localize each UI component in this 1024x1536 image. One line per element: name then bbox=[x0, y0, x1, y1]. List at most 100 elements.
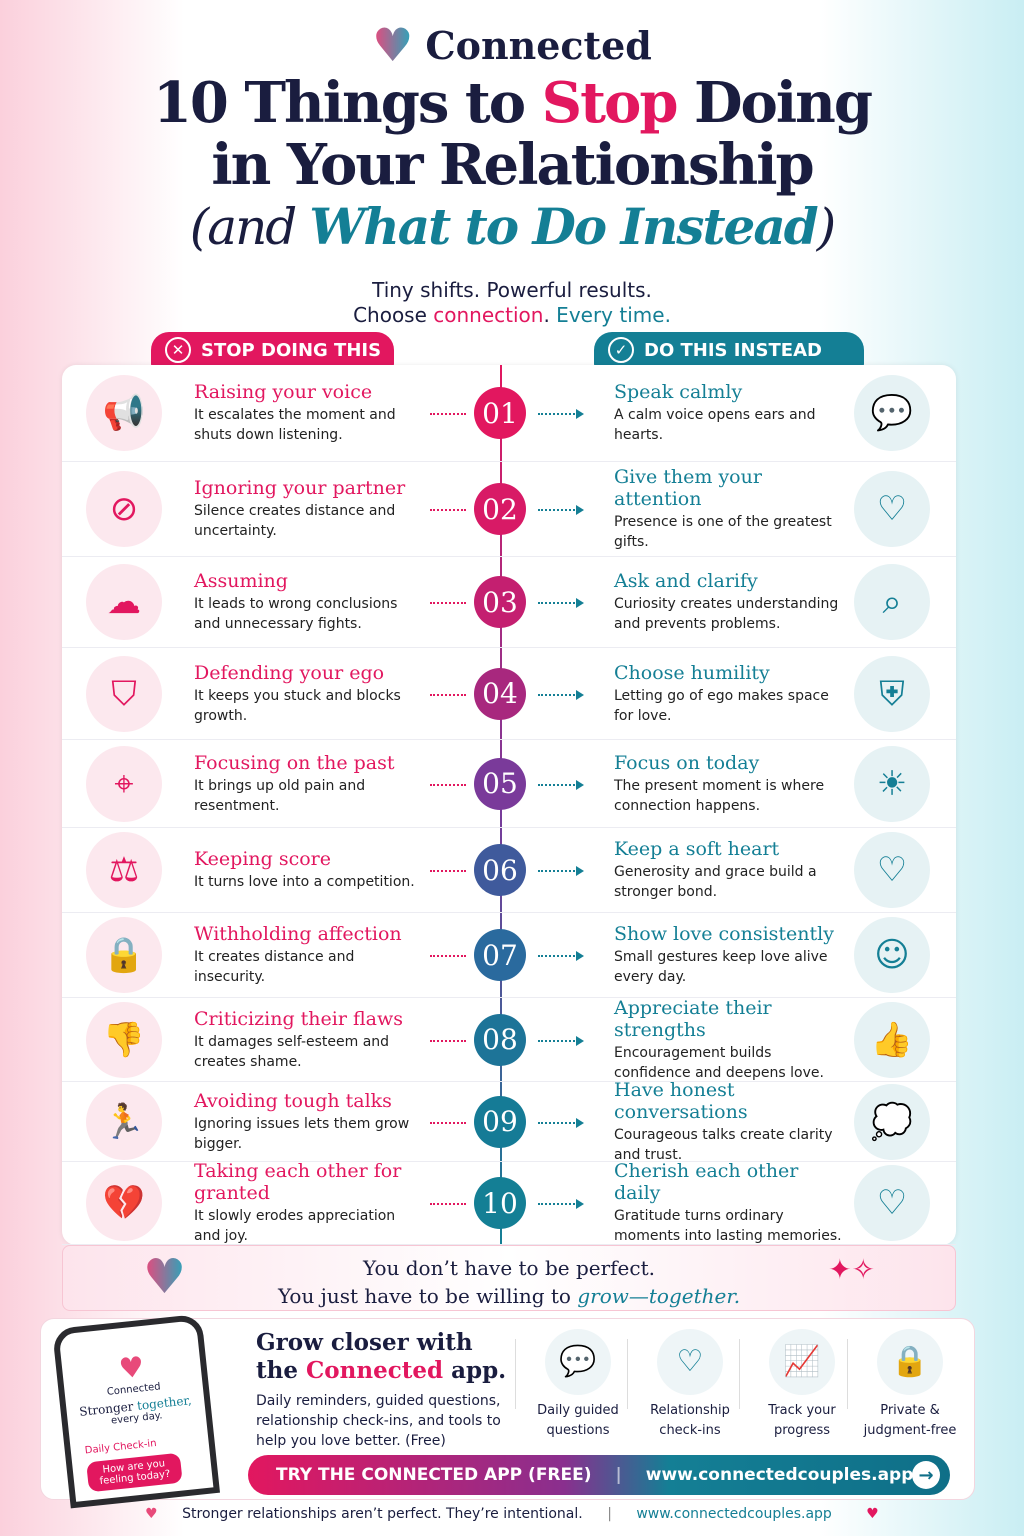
do-header-label: DO THIS INSTEAD bbox=[644, 339, 822, 361]
sparkle-icon: ✦✧ bbox=[828, 1253, 875, 1286]
do-title: Keep a soft heart bbox=[614, 838, 780, 860]
megaphone-icon: 📢 bbox=[86, 375, 162, 451]
heart-icon: ♡ bbox=[657, 1329, 723, 1395]
shield-icon: ⛉ bbox=[86, 655, 162, 732]
stop-desc: It damages self-esteem and creates shame… bbox=[194, 1033, 390, 1070]
try-app-button[interactable]: TRY THE CONNECTED APP (FREE) | www.conne… bbox=[248, 1455, 950, 1495]
stop-header: ✕ STOP DOING THIS bbox=[151, 332, 394, 368]
arrow-connector bbox=[538, 689, 584, 700]
do-desc: Presence is one of the greatest gifts. bbox=[614, 514, 832, 550]
app-title-part: Connected bbox=[306, 1357, 444, 1384]
brand-name: Connected bbox=[425, 22, 652, 68]
item-row: 🔒 Withholding affection It creates distan… bbox=[62, 913, 956, 998]
do-title: Choose humility bbox=[614, 661, 770, 684]
do-desc: Letting go of ego makes space for love. bbox=[614, 687, 829, 724]
do-header: ✓ DO THIS INSTEAD bbox=[594, 332, 864, 368]
quote-banner: ♥ You don’t have to be perfect. You just… bbox=[62, 1245, 956, 1311]
couple-heart-icon: ♡ bbox=[854, 471, 930, 547]
do-title: Give them your attention bbox=[614, 466, 762, 510]
app-description: Daily reminders, guided questions, relat… bbox=[256, 1393, 501, 1449]
stop-desc: It turns love into a competition. bbox=[194, 874, 415, 890]
footer-link[interactable]: www.connectedcouples.app bbox=[636, 1506, 832, 1522]
title-line2: in Your Relationship bbox=[211, 132, 814, 198]
do-desc: Curiosity creates understanding and prev… bbox=[614, 596, 839, 632]
item-number: 06 bbox=[474, 844, 526, 896]
dotted-connector bbox=[430, 693, 466, 696]
running-icon: 🏃 bbox=[86, 1083, 162, 1160]
subtitle-part: connection bbox=[433, 303, 544, 327]
stop-desc: It escalates the moment and shuts down l… bbox=[194, 407, 396, 443]
hands-heart-icon: ♡ bbox=[854, 832, 930, 908]
hug-icon: ☺ bbox=[854, 917, 930, 993]
item-row: ⚖ Keeping score It turns love into a comp… bbox=[62, 828, 956, 913]
stop-title: Assuming bbox=[194, 570, 288, 592]
stop-desc: It leads to wrong conclusions and unnece… bbox=[194, 596, 398, 632]
item-number: 03 bbox=[474, 576, 526, 628]
broken-heart-icon: 💔 bbox=[86, 1165, 162, 1241]
subtitle: Tiny shifts. Powerful results. Choose co… bbox=[0, 278, 1024, 328]
arrow-right-icon: → bbox=[912, 1461, 940, 1489]
magnifier-icon: ⌕ bbox=[854, 564, 930, 640]
heart-icon: ♥ bbox=[143, 1249, 187, 1305]
feature-item: 📈 Track your progress bbox=[747, 1329, 857, 1441]
heart-logo-icon: ♥ bbox=[145, 1506, 158, 1522]
x-circle-icon: ✕ bbox=[165, 337, 191, 363]
do-desc: Small gestures keep love alive every day… bbox=[614, 949, 828, 985]
thumbs-up-icon: 👍 bbox=[854, 1001, 930, 1078]
do-title: Ask and clarify bbox=[614, 570, 758, 592]
arrow-connector bbox=[538, 779, 584, 790]
do-title: Cherish each other daily bbox=[614, 1160, 799, 1204]
phone-checkin: Daily Check-in bbox=[84, 1438, 158, 1457]
heart-icon: ♥ bbox=[866, 1506, 879, 1522]
divider bbox=[515, 1339, 516, 1409]
divider bbox=[847, 1339, 848, 1409]
item-row: 🏃 Avoiding tough talks Ignoring issues le… bbox=[62, 1078, 956, 1163]
subtitle-part: Every time. bbox=[549, 303, 671, 327]
dotted-connector bbox=[430, 413, 466, 415]
check-circle-icon: ✓ bbox=[608, 337, 634, 363]
do-title: Show love consistently bbox=[614, 923, 834, 945]
dotted-connector bbox=[430, 955, 466, 957]
do-desc: Generosity and grace build a stronger bo… bbox=[614, 864, 817, 900]
stop-title: Focusing on the past bbox=[194, 751, 395, 774]
app-promo: ♥ Connected Stronger together, every day… bbox=[40, 1313, 975, 1509]
chart-up-icon: 📈 bbox=[769, 1329, 835, 1395]
stop-header-label: STOP DOING THIS bbox=[201, 339, 382, 361]
stop-desc: It creates distance and insecurity. bbox=[194, 949, 355, 985]
title-part: ) bbox=[816, 198, 836, 256]
item-row: 📢 Raising your voice It escalates the mom… bbox=[62, 365, 956, 462]
dotted-connector bbox=[430, 1203, 466, 1205]
app-title: Grow closer with the Connected app. bbox=[256, 1329, 506, 1385]
do-desc: The present moment is where connection h… bbox=[614, 777, 825, 814]
thought-cloud-icon: ☁ bbox=[86, 564, 162, 640]
do-title: Have honest conversations bbox=[614, 1078, 748, 1123]
item-row: 💔 Taking each other for granted It slowly… bbox=[62, 1160, 956, 1245]
cta-label: TRY THE CONNECTED APP (FREE) bbox=[276, 1465, 592, 1485]
title-part: 10 Things to bbox=[152, 70, 542, 136]
title-part: (and bbox=[189, 198, 310, 256]
arrow-connector bbox=[538, 409, 584, 419]
subtitle-part: Choose bbox=[353, 303, 434, 327]
stop-desc: Silence creates distance and uncertainty… bbox=[194, 503, 396, 539]
item-number: 09 bbox=[474, 1095, 526, 1148]
do-desc: Courageous talks create clarity and trus… bbox=[614, 1126, 833, 1163]
chat-dots-icon: 💬 bbox=[545, 1329, 611, 1395]
dotted-connector bbox=[430, 509, 466, 511]
item-number: 08 bbox=[474, 1013, 526, 1066]
quote-line1: You don’t have to be perfect. bbox=[363, 1256, 655, 1280]
shield-heart-icon: ⛨ bbox=[854, 655, 930, 732]
stop-title: Raising your voice bbox=[194, 381, 373, 403]
cta-url: www.connectedcouples.app bbox=[645, 1465, 914, 1485]
item-number: 02 bbox=[474, 483, 526, 535]
stop-desc: It brings up old pain and resentment. bbox=[194, 777, 366, 814]
stop-title: Taking each other for granted bbox=[194, 1160, 402, 1204]
item-row: ⛉ Defending your ego It keeps you stuck a… bbox=[62, 648, 956, 740]
sparkle-heart-icon: ♡ bbox=[854, 1165, 930, 1241]
do-title: Speak calmly bbox=[614, 381, 743, 403]
do-desc: Encouragement builds confidence and deep… bbox=[614, 1044, 824, 1081]
title-part: What to Do Instead bbox=[309, 197, 819, 256]
quote-part: grow—together. bbox=[577, 1284, 741, 1308]
dotted-connector bbox=[430, 870, 466, 872]
feature-label: Private & judgment-free bbox=[863, 1403, 957, 1438]
arrow-connector bbox=[538, 1199, 584, 1209]
